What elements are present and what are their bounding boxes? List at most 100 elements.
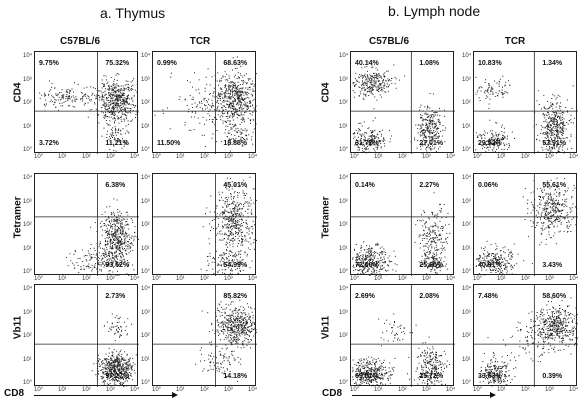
y-tick-label: 10⁴ (462, 286, 472, 292)
y-tick-label: 10² (339, 222, 348, 228)
y-tick-label: 10⁴ (339, 175, 349, 181)
y-tick-label: 10³ (339, 198, 348, 205)
quadrant-pct-ur: 2.08% (419, 293, 440, 300)
flow-plot-ln-tcr-tet: 0.06% 55.61% 40.91% 3.43% (473, 173, 578, 276)
y-tick-label: 10° (462, 147, 472, 153)
scatter-dots (153, 285, 257, 387)
y-tick-label: 10² (339, 100, 348, 106)
y-tick-label: 10⁴ (462, 53, 472, 59)
x-tick-label: 10° (473, 276, 483, 282)
y-tick-label: 10² (141, 100, 150, 106)
flow-plot-ln-c57-vb11: 2.69% 2.08% 69.51% 25.72% (350, 284, 455, 387)
x-tick-label: 10⁴ (248, 154, 258, 160)
x-tick-label: 10° (152, 276, 162, 282)
y-tick-label: 10¹ (141, 356, 150, 363)
y-tick-label: 10³ (339, 309, 348, 316)
x-tick-label: 10° (473, 154, 483, 160)
flow-plot-thy-tcr-tet: 45.01% 54.99% (152, 173, 257, 276)
quadrant-pct-ur: 1.34% (542, 60, 563, 67)
scatter-dots (35, 52, 139, 154)
x-tick-label: 10² (200, 154, 209, 160)
x-tick-label: 10³ (422, 154, 431, 160)
x-tick-label: 10¹ (58, 276, 67, 282)
quadrant-pct-ul: 9.75% (39, 60, 59, 67)
x-tick-label: 10¹ (58, 154, 67, 160)
scatter-dots (35, 174, 139, 276)
row-label-cd4-thymus: CD4 (12, 82, 24, 103)
quadrant-pct-ul: 2.69% (355, 293, 375, 300)
x-tick-label: 10¹ (374, 276, 383, 282)
x-tick-label: 10³ (545, 276, 554, 282)
y-tick-label: 10° (23, 380, 33, 386)
x-tick-label: 10³ (545, 154, 554, 160)
x-tick-label: 10² (82, 154, 91, 160)
y-tick-label: 10° (339, 380, 349, 386)
quadrant-pct-ul: 10.83% (478, 60, 502, 67)
quadrant-pct-lr: 25.60% (419, 262, 444, 269)
flow-plot-thy-c57-tet: 6.38% 93.62% (34, 173, 139, 276)
y-tick-label: 10° (339, 147, 349, 153)
quadrant-pct-ur: 2.27% (419, 182, 440, 189)
x-axis-arrow-head-ln (490, 392, 496, 398)
y-tick-label: 10³ (462, 198, 471, 205)
quadrant-pct-lr: 25.72% (419, 373, 444, 380)
quadrant-pct-ll: 29.92% (478, 140, 502, 147)
panel-title-thymus: a. Thymus (100, 5, 166, 21)
x-tick-label: 10⁴ (248, 387, 258, 393)
x-tick-label: 10° (34, 387, 44, 393)
scatter-dots (153, 174, 257, 276)
y-tick-label: 10¹ (23, 123, 32, 130)
scatter-dots (351, 174, 455, 276)
x-tick-label: 10² (521, 387, 530, 393)
x-axis-arrow-line-thymus (34, 395, 174, 396)
scatter-dots (351, 285, 455, 387)
y-tick-label: 10° (462, 269, 472, 275)
y-tick-label: 10² (462, 333, 471, 339)
x-tick-label: 10° (350, 154, 360, 160)
x-tick-label: 10³ (224, 154, 233, 160)
y-tick-label: 10¹ (462, 356, 471, 363)
x-tick-label: 10⁴ (446, 276, 456, 282)
quadrant-pct-ur: 2.73% (105, 293, 126, 300)
quadrant-pct-lr: 11.21% (105, 140, 129, 147)
flow-plot-thy-c57-vb11: 2.73% 97.27% (34, 284, 139, 387)
panel-title-lymph-node: b. Lymph node (388, 3, 481, 19)
quadrant-pct-ul: 0.99% (157, 60, 177, 67)
x-tick-label: 10⁴ (130, 154, 140, 160)
x-tick-label: 10³ (224, 276, 233, 282)
y-tick-label: 10⁴ (23, 286, 33, 292)
y-tick-label: 10² (141, 333, 150, 339)
y-tick-label: 10° (23, 269, 33, 275)
y-tick-label: 10¹ (339, 123, 348, 130)
x-tick-label: 10² (82, 276, 91, 282)
x-tick-label: 10² (200, 387, 209, 393)
quadrant-pct-lr: 18.88% (223, 140, 248, 147)
flow-plot-thy-tcr-cd4: 0.99% 68.63% 11.50% 18.88% (152, 51, 257, 154)
x-tick-label: 10³ (422, 387, 431, 393)
row-label-cd4-ln: CD4 (320, 82, 332, 103)
x-tick-label: 10² (398, 154, 407, 160)
y-tick-label: 10³ (462, 76, 471, 83)
flow-plot-thy-tcr-vb11: 85.82% 14.18% (152, 284, 257, 387)
x-tick-label: 10° (152, 387, 162, 393)
y-tick-label: 10³ (23, 76, 32, 83)
x-tick-label: 10⁴ (130, 387, 140, 393)
quadrant-pct-ur: 6.38% (105, 182, 126, 189)
x-tick-label: 10⁴ (446, 154, 456, 160)
y-tick-label: 10² (23, 222, 32, 228)
y-tick-label: 10² (23, 100, 32, 106)
quadrant-pct-ur: 45.01% (223, 182, 248, 189)
x-tick-label: 10² (200, 276, 209, 282)
row-label-tetramer-thymus: Tetramer (12, 196, 24, 239)
scatter-dots (474, 52, 578, 154)
y-tick-label: 10¹ (23, 245, 32, 252)
scatter-dots (474, 174, 578, 276)
x-tick-label: 10¹ (176, 154, 185, 160)
x-tick-label: 10° (34, 276, 44, 282)
x-tick-label: 10² (398, 387, 407, 393)
quadrant-pct-ur: 58.60% (542, 293, 567, 300)
quadrant-pct-ll: 33.53% (478, 373, 502, 380)
y-tick-label: 10⁴ (141, 286, 151, 292)
x-tick-label: 10⁴ (446, 387, 456, 393)
y-tick-label: 10¹ (141, 245, 150, 252)
